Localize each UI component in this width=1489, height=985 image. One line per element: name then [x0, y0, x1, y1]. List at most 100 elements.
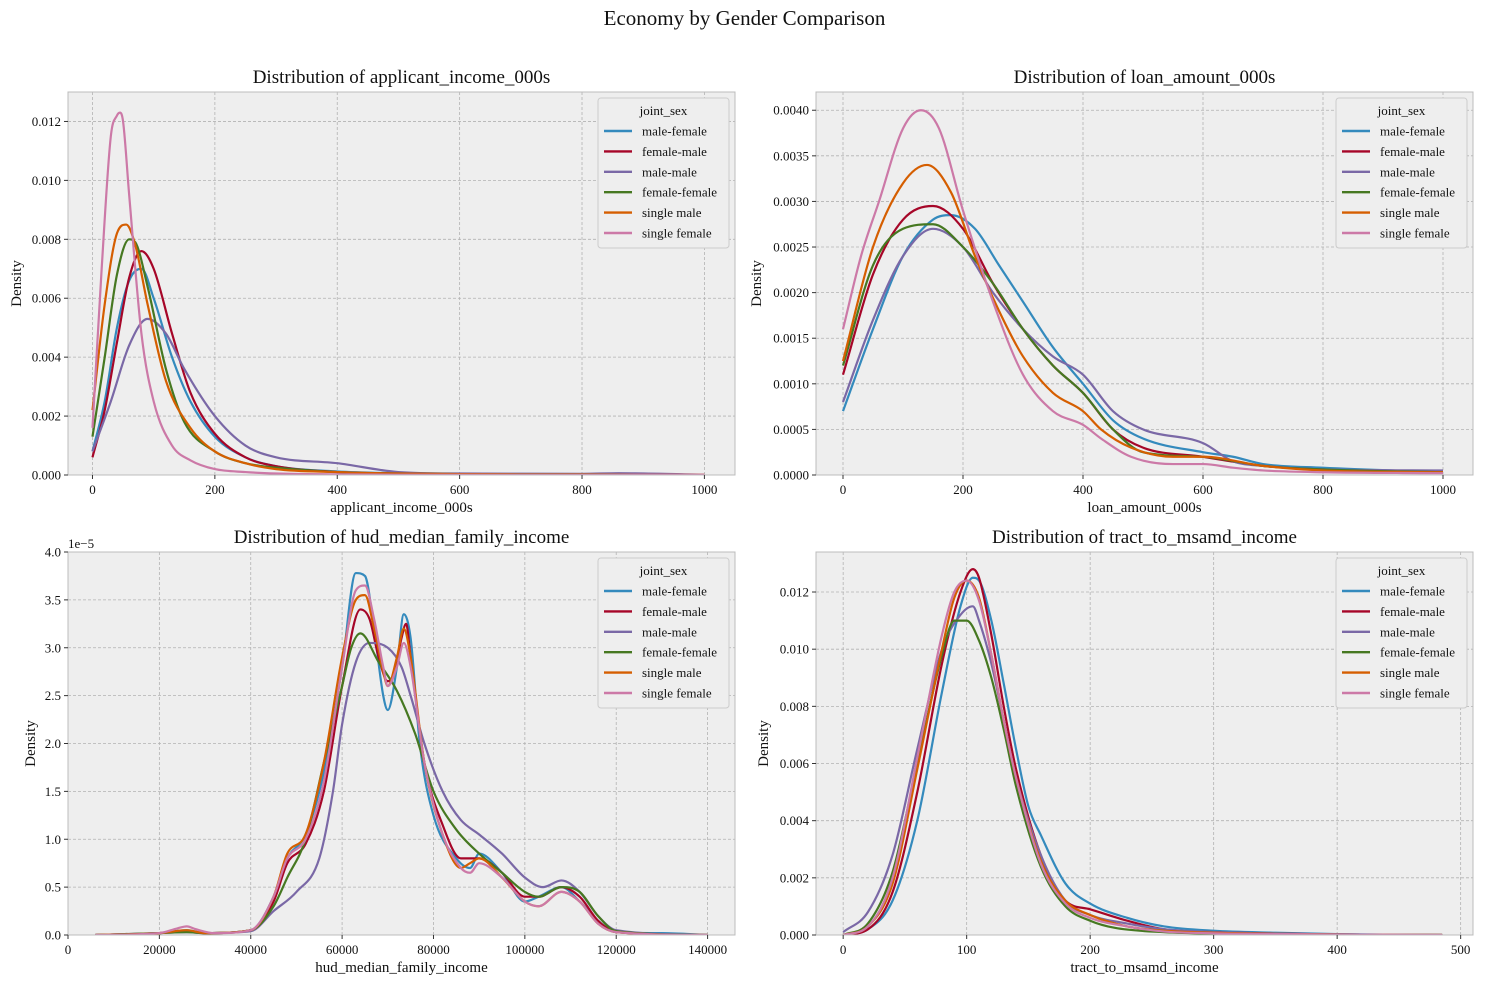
legend-box [1335, 557, 1468, 709]
x-tick-label: 80000 [417, 942, 450, 957]
legend-entry: male-male [1380, 624, 1435, 639]
legend-box [1335, 97, 1468, 249]
legend-box [597, 97, 730, 249]
x-tick-label: 0 [89, 482, 96, 497]
legend: joint_sex male-female female-male male-male… [1335, 97, 1468, 249]
y-tick-label: 0.004 [780, 813, 810, 828]
y-tick-label: 0.000 [780, 928, 809, 943]
x-tick-label: 100000 [505, 942, 544, 957]
y-tick-label: 1.5 [45, 784, 61, 799]
x-tick-label: 200 [953, 482, 973, 497]
legend-entry: female-female [1380, 185, 1455, 200]
legend-entry: female-male [642, 144, 707, 159]
legend-entry: male-female [1380, 124, 1445, 139]
legend-entry: single female [642, 686, 712, 701]
x-tick-label: 1000 [691, 482, 717, 497]
legend-entry: single male [1380, 205, 1440, 220]
legend-entry: single female [1380, 686, 1450, 701]
y-tick-label: 0.0035 [773, 148, 809, 163]
y-offset-text: 1e−5 [68, 536, 94, 551]
panel-title: Distribution of loan_amount_000s [1014, 67, 1276, 88]
series-line-single-female [841, 109, 1444, 475]
x-tick-label: 40000 [234, 942, 267, 957]
legend-entry: female-male [1380, 144, 1445, 159]
x-tick-label: 400 [1327, 942, 1347, 957]
axes-frame [67, 91, 736, 476]
panel-title: Distribution of hud_median_family_income [234, 527, 570, 548]
y-tick-label: 0.0015 [773, 331, 809, 346]
y-axis-label: Density [9, 260, 25, 307]
y-tick-label: 3.5 [45, 592, 61, 607]
legend: joint_sex male-female female-male male-male… [597, 97, 730, 249]
legend-title: joint_sex [639, 103, 688, 118]
legend-entry: single female [1380, 226, 1450, 241]
x-tick-label: 200 [1080, 942, 1100, 957]
y-tick-label: 0.010 [780, 642, 809, 657]
panel-title: Distribution of applicant_income_000s [253, 67, 551, 88]
x-tick-label: 400 [327, 482, 347, 497]
y-tick-label: 0.008 [32, 232, 61, 247]
legend: joint_sex male-female female-male male-male… [597, 557, 730, 709]
x-tick-label: 0 [840, 482, 847, 497]
x-tick-label: 0 [65, 942, 72, 957]
legend-entry: male-male [642, 624, 697, 639]
x-axis-label: applicant_income_000s [330, 500, 473, 516]
x-tick-label: 500 [1451, 942, 1471, 957]
x-axis-label: loan_amount_000s [1087, 500, 1201, 516]
x-tick-label: 800 [572, 482, 592, 497]
figure-title: Economy by Gender Comparison [603, 6, 886, 30]
y-tick-label: 3.0 [45, 640, 61, 655]
x-tick-label: 140000 [688, 942, 727, 957]
y-tick-label: 0.006 [32, 291, 62, 306]
y-tick-label: 1.0 [45, 832, 61, 847]
legend-title: joint_sex [1377, 103, 1426, 118]
y-tick-label: 0.004 [32, 350, 62, 365]
y-tick-label: 0.008 [780, 699, 809, 714]
x-tick-label: 20000 [143, 942, 176, 957]
series-line-male-female [842, 576, 1443, 935]
legend-title: joint_sex [1377, 563, 1426, 578]
axes-frame [815, 551, 1474, 936]
x-tick-label: 0 [840, 942, 847, 957]
legend-entry: single male [1380, 665, 1440, 680]
legend-entry: male-male [1380, 164, 1435, 179]
x-tick-label: 200 [205, 482, 225, 497]
y-tick-label: 0.0000 [773, 468, 809, 483]
y-tick-label: 2.5 [45, 688, 61, 703]
legend-entry: single male [642, 205, 702, 220]
x-tick-label: 600 [450, 482, 470, 497]
y-tick-label: 2.0 [45, 736, 61, 751]
series-line-male-female [841, 214, 1444, 474]
legend: joint_sex male-female female-male male-male… [1335, 557, 1468, 709]
x-tick-label: 400 [1073, 482, 1093, 497]
chart-panel-2: 0 200 400 600 800 1000 0.0000 0.0005 0.0010 0.001… [749, 67, 1474, 516]
y-axis-label: Density [749, 260, 765, 307]
x-axis-label: hud_median_family_income [315, 960, 488, 976]
legend-entry: female-female [642, 185, 717, 200]
series-line-single-female [842, 579, 1443, 935]
y-tick-label: 0.000 [32, 468, 61, 483]
y-tick-label: 0.006 [780, 756, 810, 771]
series-line-single-female [95, 584, 708, 935]
x-tick-label: 1000 [1430, 482, 1456, 497]
y-tick-label: 0.0025 [773, 240, 809, 255]
y-tick-label: 0.002 [32, 409, 61, 424]
x-tick-label: 120000 [597, 942, 636, 957]
legend-entry: female-male [642, 604, 707, 619]
series-line-single-female [91, 111, 705, 475]
legend-entry: male-female [642, 584, 707, 599]
y-tick-label: 4.0 [45, 545, 61, 560]
x-tick-label: 800 [1313, 482, 1333, 497]
x-axis-label: tract_to_msamd_income [1070, 960, 1219, 976]
legend-entry: male-female [1380, 584, 1445, 599]
y-axis-label: Density [756, 720, 772, 767]
chart-panel-4: 0 100 200 300 400 500 0.000 0.002 0.004 0.006 0.00… [756, 527, 1474, 976]
y-axis-label: Density [23, 720, 39, 767]
y-tick-label: 0.0 [45, 928, 61, 943]
chart-panel-1: 0 200 400 600 800 1000 0.000 0.002 0.004 0.006 0.0… [9, 67, 736, 516]
panel-title: Distribution of tract_to_msamd_income [992, 527, 1297, 548]
y-tick-label: 0.0005 [773, 422, 809, 437]
x-tick-label: 600 [1193, 482, 1213, 497]
series-line-single-male [841, 163, 1444, 474]
